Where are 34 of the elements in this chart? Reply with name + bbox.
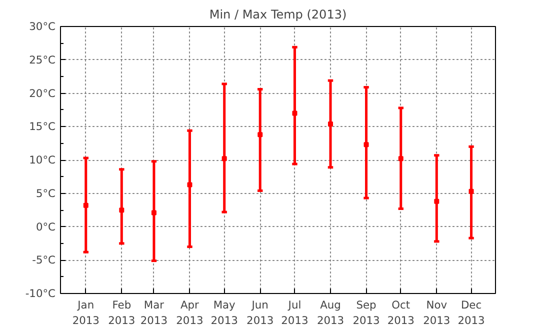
x-tick-label: May 2013 bbox=[210, 298, 238, 328]
y-tick-label: 0°C bbox=[36, 220, 56, 234]
point bbox=[398, 156, 404, 162]
point bbox=[83, 202, 88, 208]
x-tick-label: Apr 2013 bbox=[176, 298, 204, 328]
y-tick-label: 25°C bbox=[29, 53, 56, 66]
x-tick-label: Jun 2013 bbox=[246, 298, 274, 328]
x-tick-label: Jul 2013 bbox=[281, 298, 308, 328]
point bbox=[364, 142, 369, 148]
x-tick-label: Mar 2013 bbox=[140, 298, 168, 328]
x-tick-label: Sep 2013 bbox=[352, 298, 380, 328]
point bbox=[328, 121, 333, 126]
x-tick-label: Nov 2013 bbox=[423, 298, 450, 328]
point bbox=[468, 188, 474, 194]
y-tick-label: 10°C bbox=[29, 154, 56, 166]
point bbox=[187, 182, 192, 188]
y-tick-label: 30°C bbox=[29, 20, 56, 33]
x-tick-label: Oct 2013 bbox=[387, 298, 414, 328]
y-tick-label: 15°C bbox=[29, 120, 56, 134]
y-tick-label: 5°C bbox=[36, 186, 56, 200]
y-tick-label: 20°C bbox=[29, 86, 56, 100]
point bbox=[292, 110, 298, 116]
point bbox=[222, 156, 227, 162]
x-tick-label: Feb 2013 bbox=[108, 298, 136, 328]
x-tick-label: Dec 2013 bbox=[458, 298, 485, 328]
chart-title: Min / Max Temp (2013) bbox=[209, 8, 347, 22]
point bbox=[151, 210, 156, 216]
point bbox=[119, 208, 124, 213]
point bbox=[434, 198, 440, 204]
y-tick-label: -5°C bbox=[32, 254, 56, 267]
point bbox=[258, 132, 263, 138]
x-tick-label: Aug 2013 bbox=[316, 298, 344, 328]
y-tick-label: -10°C bbox=[25, 287, 56, 300]
x-tick-label: Jan 2013 bbox=[72, 298, 100, 328]
